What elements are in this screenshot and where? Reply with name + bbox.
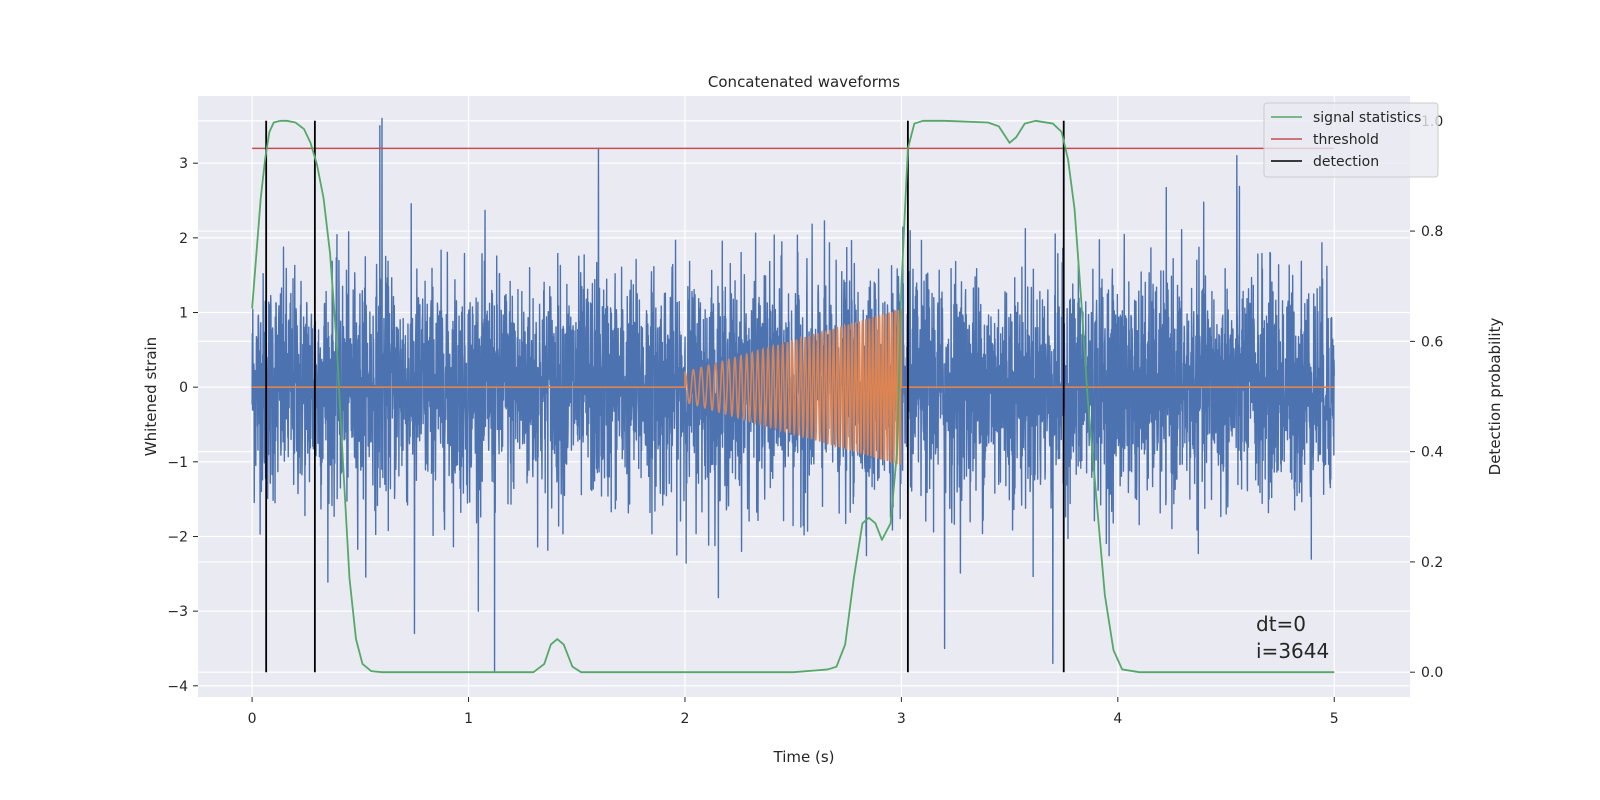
annotation-index: i=3644: [1256, 639, 1329, 663]
injected-signal-series: [252, 308, 1335, 465]
strain-series: [251, 117, 1335, 672]
annotation-dt: dt=0: [1256, 612, 1306, 636]
x-axis-label: Time (s): [773, 748, 835, 766]
injected-signal-line: [252, 308, 1335, 465]
y-tick-label-left: 1: [179, 306, 188, 322]
y-tick-label-left: −4: [167, 679, 188, 695]
legend-box: [1263, 102, 1439, 178]
y-tick-label-right: 0.6: [1421, 334, 1443, 350]
grid: [198, 96, 1410, 697]
y-axis-label-left: Whitened strain: [142, 337, 160, 456]
legend-label-signal-statistics: signal statistics: [1313, 110, 1421, 126]
x-tick-label: 1: [464, 711, 473, 727]
y-tick-label-right: 0.8: [1421, 224, 1443, 240]
strain-line: [251, 117, 1335, 672]
x-tick-label: 4: [1113, 711, 1122, 727]
detection-series: [265, 120, 1065, 673]
y-tick-label-left: 0: [179, 380, 188, 396]
y-tick-label-right: 0.2: [1421, 555, 1443, 571]
y-tick-label-left: −2: [167, 529, 188, 545]
signal-statistics-line: [251, 119, 1335, 674]
y-tick-label-right: 0.4: [1421, 445, 1443, 461]
legend-label-detection: detection: [1313, 154, 1379, 170]
y-tick-label-left: 2: [179, 231, 188, 247]
legend-label-threshold: threshold: [1313, 132, 1379, 148]
x-tick-label: 3: [897, 711, 906, 727]
x-tick-label: 5: [1330, 711, 1339, 727]
y-axis-label-right: Detection probability: [1486, 318, 1504, 476]
x-tick-label: 2: [681, 711, 690, 727]
signal-statistics-series: [251, 119, 1335, 674]
y-tick-label-left: −3: [167, 604, 188, 620]
x-tick-label: 0: [248, 711, 257, 727]
y-tick-label-right: 0.0: [1421, 665, 1443, 681]
y-tick-label-left: −1: [167, 455, 188, 471]
chart-title: Concatenated waveforms: [708, 73, 900, 91]
legend: signal statistics threshold detection: [1263, 102, 1439, 178]
y-tick-label-left: 3: [179, 156, 188, 172]
